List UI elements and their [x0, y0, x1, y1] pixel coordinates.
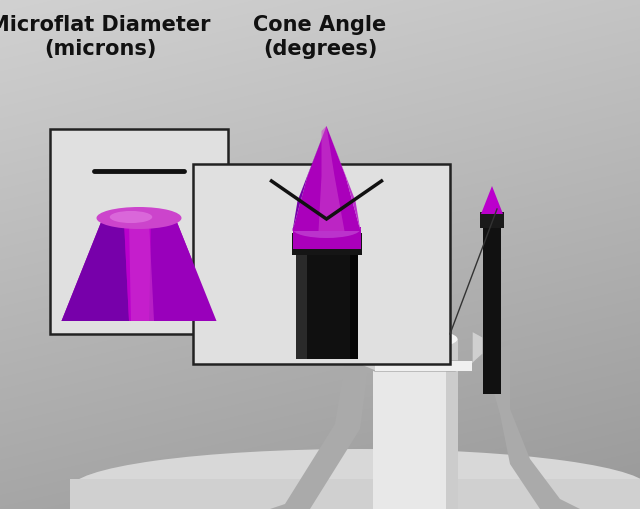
Polygon shape [326, 127, 360, 232]
Polygon shape [319, 127, 344, 232]
Polygon shape [349, 244, 358, 359]
Polygon shape [375, 361, 472, 371]
Ellipse shape [372, 329, 458, 349]
FancyBboxPatch shape [292, 228, 360, 249]
Text: Microflat Diameter
(microns): Microflat Diameter (microns) [0, 15, 211, 59]
Polygon shape [149, 221, 216, 321]
Ellipse shape [292, 220, 360, 239]
Polygon shape [483, 344, 580, 509]
Polygon shape [292, 127, 326, 232]
FancyBboxPatch shape [70, 479, 640, 509]
Ellipse shape [309, 303, 351, 355]
Polygon shape [61, 221, 129, 321]
Polygon shape [445, 340, 458, 509]
Polygon shape [481, 187, 503, 215]
Polygon shape [270, 344, 370, 509]
FancyBboxPatch shape [50, 130, 228, 334]
FancyBboxPatch shape [483, 215, 501, 394]
Polygon shape [292, 127, 360, 232]
Polygon shape [129, 221, 154, 321]
FancyBboxPatch shape [193, 165, 450, 364]
Polygon shape [348, 331, 483, 371]
FancyBboxPatch shape [296, 244, 358, 359]
Ellipse shape [109, 212, 152, 223]
Ellipse shape [97, 208, 182, 230]
FancyBboxPatch shape [291, 234, 362, 256]
Polygon shape [296, 244, 307, 359]
FancyBboxPatch shape [372, 340, 458, 509]
Ellipse shape [70, 449, 640, 509]
Text: Cone Angle
(degrees): Cone Angle (degrees) [253, 15, 387, 59]
FancyBboxPatch shape [480, 213, 504, 229]
Polygon shape [124, 221, 151, 321]
Polygon shape [61, 221, 216, 321]
